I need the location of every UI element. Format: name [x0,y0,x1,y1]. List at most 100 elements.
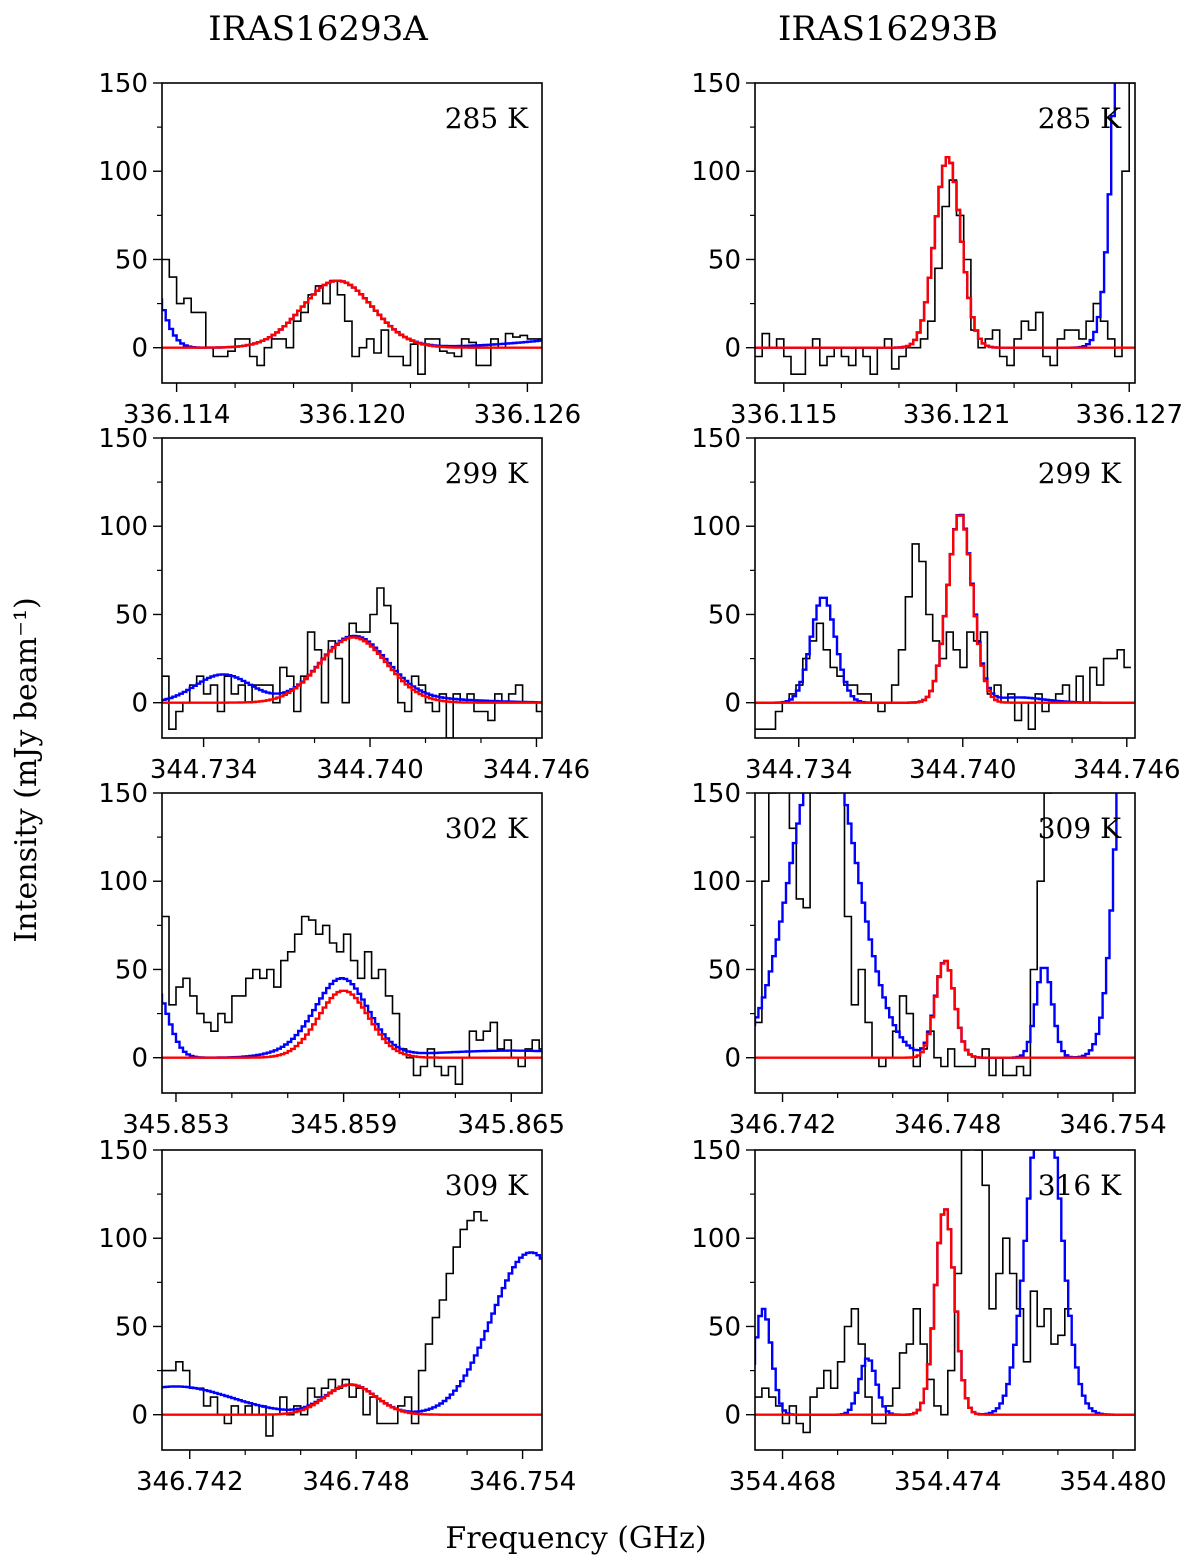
x-tick-label: 336.121 [903,400,1011,430]
panel-4: 0 50 100 150 344.734 344.740 344.746 299 K [691,424,1180,785]
series-model-total [162,977,542,1059]
temperature-label: 299 K [1038,457,1122,490]
y-tick-label: 150 [691,779,741,809]
y-tick-label: 0 [131,689,148,719]
axes-frame [161,1149,543,1451]
y-tick-label: 50 [115,600,148,630]
x-tick-label: 346.742 [136,1467,244,1497]
x-tick-label: 344.734 [745,755,853,785]
x-tick-label: 345.859 [290,1110,398,1140]
y-tick-label: 100 [691,157,741,187]
y-tick-label: 0 [131,1401,148,1431]
x-tick-label: 346.754 [469,1467,577,1497]
y-tick-label: 50 [115,955,148,985]
axes-frame [754,792,1136,1094]
axes-frame [754,437,1136,739]
y-tick-label: 0 [724,334,741,364]
y-tick-label: 50 [708,600,741,630]
y-tick-label: 100 [98,1224,148,1254]
panel-1: 0 50 100 150 336.114 336.120 336.126 285 K [98,69,581,430]
y-tick-label: 0 [724,1401,741,1431]
series-observed [755,1150,1072,1434]
y-tick-label: 100 [691,867,741,897]
x-tick-label: 344.746 [1073,755,1181,785]
axes-frame [754,82,1136,384]
series-observed [755,543,1131,730]
temperature-label: 285 K [1038,102,1122,135]
plot-area [162,915,542,1085]
panel-7: 0 50 100 150 346.742 346.748 346.754 309 K [98,1136,576,1497]
x-tick-label: 346.742 [729,1110,837,1140]
y-tick-label: 0 [131,334,148,364]
x-tick-label: 336.114 [123,400,231,430]
series-model-line [162,279,542,349]
y-tick-label: 100 [691,1224,741,1254]
x-tick-label: 354.480 [1059,1467,1167,1497]
series-model-line [162,636,542,704]
y-tick-label: 150 [98,69,148,99]
y-tick-label: 150 [691,424,741,454]
series-model-total [162,1251,542,1413]
y-tick-label: 50 [708,245,741,275]
x-tick-label: 344.740 [316,755,424,785]
panel-8: 0 50 100 150 354.468 354.474 354.480 316 K [691,1136,1166,1497]
column-title-right: IRAS16293B [778,9,998,49]
y-tick-label: 100 [98,867,148,897]
y-tick-label: 100 [98,512,148,542]
series-model-line [755,514,1135,704]
temperature-label: 299 K [445,457,529,490]
y-tick-label: 100 [691,512,741,542]
axes-frame [161,437,543,739]
y-tick-label: 150 [98,1136,148,1166]
x-tick-label: 336.126 [474,400,582,430]
x-tick-label: 346.754 [1059,1110,1167,1140]
series-observed [755,793,1052,1077]
y-tick-label: 50 [115,1312,148,1342]
plot-area [755,513,1135,730]
x-tick-label: 354.474 [894,1467,1002,1497]
series-observed [162,915,542,1085]
y-tick-label: 50 [708,955,741,985]
x-tick-label: 346.748 [894,1110,1002,1140]
x-tick-label: 345.865 [457,1110,565,1140]
panel-2: 0 50 100 150 336.115 336.121 336.127 285 K [691,69,1183,430]
y-tick-label: 150 [691,69,741,99]
plot-area [162,1211,542,1437]
series-model-line [755,1208,1135,1416]
x-tick-label: 344.734 [150,755,258,785]
series-model-line [755,156,1135,349]
y-tick-label: 0 [724,1044,741,1074]
panel-5: 0 50 100 150 345.853 345.859 345.865 302 K [98,779,565,1140]
y-tick-label: 100 [98,157,148,187]
panel-6: 0 50 100 150 346.742 346.748 346.754 309 K [691,779,1166,1140]
plot-area [755,793,1135,1077]
temperature-label: 285 K [445,102,529,135]
y-tick-label: 50 [708,1312,741,1342]
axes-frame [161,792,543,1094]
x-tick-label: 354.468 [729,1467,837,1497]
x-axis-label: Frequency (GHz) [445,1521,706,1556]
temperature-label: 302 K [445,812,529,845]
y-tick-label: 0 [724,689,741,719]
temperature-label: 309 K [1038,812,1122,845]
x-tick-label: 344.746 [483,755,591,785]
x-tick-label: 346.748 [302,1467,410,1497]
axes-frame [754,1149,1136,1451]
x-tick-label: 344.740 [909,755,1017,785]
y-tick-label: 150 [98,424,148,454]
y-tick-label: 150 [98,779,148,809]
series-model-total [162,279,542,349]
x-tick-label: 345.853 [122,1110,230,1140]
plot-area [755,83,1135,375]
plot-area [162,258,542,375]
series-model-line [162,989,542,1059]
column-title-left: IRAS16293A [208,9,428,49]
temperature-label: 309 K [445,1169,529,1202]
x-tick-label: 336.115 [730,400,838,430]
plot-area [755,1150,1135,1434]
y-axis-label: Intensity (mJy beam⁻¹) [9,597,44,942]
x-tick-label: 336.120 [298,400,406,430]
